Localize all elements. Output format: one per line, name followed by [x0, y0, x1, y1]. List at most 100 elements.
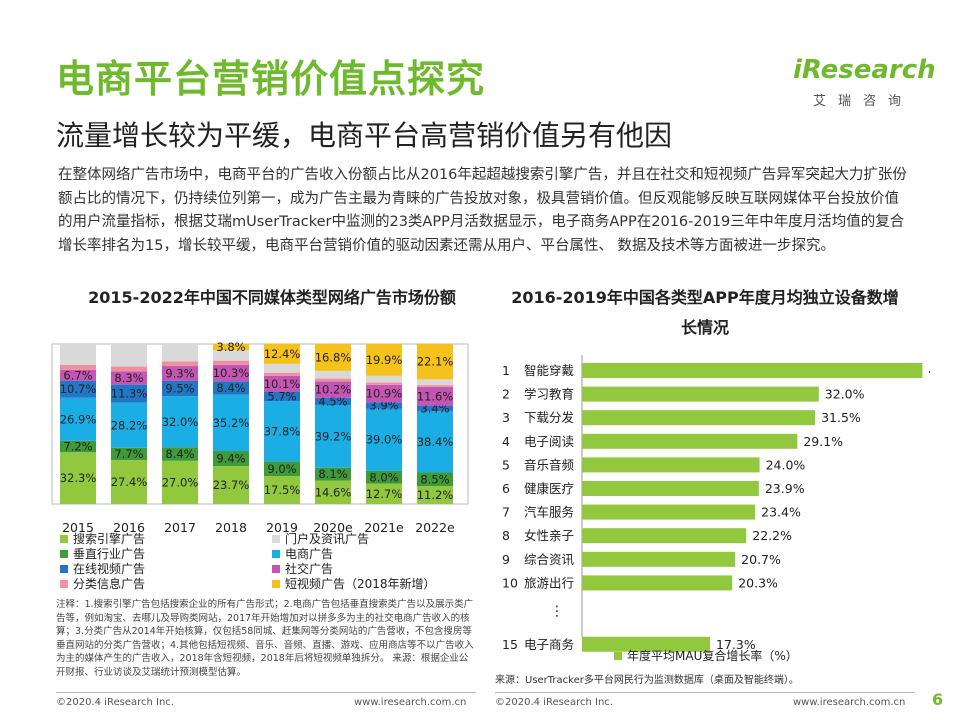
rank-label: 5: [502, 457, 510, 472]
bar-segment: [111, 402, 147, 448]
category-label: 学习教育: [524, 387, 574, 402]
bar: [582, 433, 798, 449]
bar-segment: [264, 344, 300, 364]
value-label: 31.5%: [821, 410, 861, 425]
market-share-stacked-bar-chart: 32.3% 7.2% 26.9% 10.7%6.7% 2015 27.4% 7.7% 28.2…: [51, 340, 469, 535]
data-label: 28.2%: [111, 418, 148, 432]
bar-segment: [162, 460, 198, 504]
bar: [582, 575, 733, 591]
footer-url-right[interactable]: www.iresearch.com.cn: [793, 697, 906, 708]
bar-segment: [60, 440, 96, 453]
legend-item: 电商广告: [272, 545, 333, 562]
bar-segment: [60, 369, 96, 381]
bar-segment: [111, 371, 147, 385]
bar: [582, 504, 756, 520]
right-chart-source: 来源：UserTracker多平台网民行为监测数据库（桌面及智能终端）。: [495, 675, 799, 686]
bar-segment: [213, 350, 249, 361]
rank-label: 6: [502, 481, 510, 496]
data-label: 32.3%: [60, 471, 97, 485]
footer-divider-left: [56, 692, 476, 693]
data-label: 23.7%: [213, 478, 250, 492]
intro-paragraph: 在整体网络广告市场中，电商平台的广告收入份额占比从2016年起超越搜索引擎广告，…: [58, 167, 907, 254]
data-label: 10.1%: [264, 377, 301, 391]
data-label: 11.2%: [417, 488, 454, 502]
data-label: 12.7%: [366, 487, 403, 501]
rank-label: 8: [502, 528, 510, 543]
data-label: 14.6%: [315, 485, 352, 499]
value-label: 17.3%: [716, 637, 756, 652]
bar-segment: [366, 470, 402, 484]
page-subtitle: 流量增长较为平缓，电商平台高营销价值另有他因: [56, 119, 673, 152]
bar-segment: [60, 452, 96, 504]
x-tick-label: 2016: [113, 520, 145, 535]
data-label: 19.9%: [366, 353, 403, 367]
x-tick-label: 2021e: [364, 520, 404, 535]
category-label: 旅游出行: [524, 575, 574, 590]
footer-copyright-left: ©2020.4 iResearch Inc.: [56, 697, 174, 708]
category-label: 健康医疗: [524, 481, 574, 496]
bar-segment: [162, 380, 198, 397]
bar-segment: [366, 375, 402, 383]
x-tick-label: 2020e: [313, 520, 353, 535]
bar-segment: [111, 460, 147, 504]
legend-item: 垂直行业广告: [60, 545, 145, 562]
legend-swatch: [60, 579, 68, 588]
bar-segment: [315, 467, 351, 481]
bar-segment: [162, 361, 198, 367]
bar-segment: [213, 344, 249, 351]
left-chart-note: 注释：1.搜索引擎广告包括搜索企业的所有广告形式；2.电商广告包括垂直搜索类广告…: [56, 599, 474, 678]
value-label: 23.4%: [761, 505, 801, 520]
legend-swatch: [272, 579, 280, 588]
rank-label: 3: [502, 410, 510, 425]
category-label: 智能穿戴: [524, 363, 574, 378]
bar-segment: [60, 380, 96, 398]
value-label: 24.0%: [766, 457, 806, 472]
data-label: 7.2%: [63, 440, 92, 454]
bar-segment: [213, 394, 249, 452]
legend-label: 分类信息广告: [73, 577, 146, 591]
data-label: 38.4%: [417, 435, 454, 449]
footer-divider-right: [495, 692, 915, 693]
bar-segment: [264, 363, 300, 373]
bar-segment: [60, 344, 96, 365]
value-label: 23.9%: [765, 481, 805, 496]
legend-item: 在线视频广告: [60, 560, 145, 577]
bar-segment: [264, 476, 300, 504]
page-number: 6: [932, 690, 944, 709]
category-label: 下载分发: [524, 410, 575, 425]
bar-segment: [162, 396, 198, 448]
bar: [582, 410, 816, 426]
bar-segment: [111, 447, 147, 461]
data-label: 9.0%: [267, 462, 296, 476]
data-label: 27.4%: [111, 475, 148, 489]
category-label: 电子阅读: [524, 434, 574, 449]
bar-segment: [366, 344, 402, 376]
bar-segment: [213, 451, 249, 467]
data-label: 8.4%: [216, 381, 245, 395]
x-tick-label: 2017: [164, 520, 196, 535]
footer-copyright-right: ©2020.4 iResearch Inc.: [495, 697, 613, 708]
data-label: 6.7%: [63, 368, 92, 382]
bar-segment: [315, 344, 351, 371]
bar-segment: [264, 372, 300, 376]
legend-swatch: [272, 564, 280, 573]
bar-segment: [366, 384, 402, 403]
data-label: 8.5%: [420, 472, 449, 486]
category-label: 女性亲子: [524, 528, 574, 543]
legend-label: 垂直行业广告: [73, 547, 146, 561]
data-label: 3.8%: [216, 340, 245, 354]
legend-label: 在线视频广告: [73, 562, 146, 576]
data-label: 9.4%: [216, 452, 245, 466]
data-label: 8.4%: [165, 447, 194, 461]
data-label: 17.5%: [264, 483, 301, 497]
left-chart-legend: 搜索引擎广告 门户及资讯广告 垂直行业广告 电商广告 在线视频广告 社交广告 分类信息广告 短…: [60, 530, 480, 592]
bar: [582, 636, 711, 652]
bar-segment: [60, 364, 96, 370]
footer-url-left[interactable]: www.iresearch.com.cn: [354, 697, 467, 708]
bar-segment: [417, 387, 453, 406]
rank-label: 9: [502, 552, 510, 567]
bar-segment: [417, 411, 453, 473]
bar-segment: [315, 381, 351, 398]
x-tick-label: 2015: [62, 520, 94, 535]
bar: [582, 551, 736, 567]
